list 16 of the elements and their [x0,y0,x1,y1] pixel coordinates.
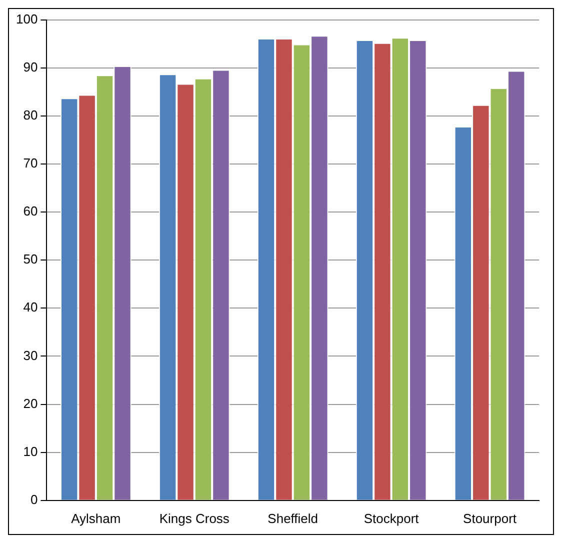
x-tick-label: Kings Cross [159,510,230,526]
x-tick-label: Stockport [364,510,420,526]
y-tick-label: 90 [23,59,38,74]
y-tick-label: 20 [23,396,38,411]
x-tick-label: Stourport [463,510,517,526]
y-tick-label: 30 [23,348,38,363]
y-tick-label: 40 [23,300,38,315]
y-tick-label: 100 [16,11,38,26]
x-tick-label: Sheffield [268,510,318,526]
y-tick-label: 0 [30,492,38,507]
x-tick-label: Aylsham [71,510,121,526]
y-tick-label: 50 [23,252,38,267]
y-tick-label: 10 [23,444,38,459]
y-tick-label: 60 [23,204,38,219]
y-tick-label: 80 [23,108,38,122]
y-tick-label: 70 [23,156,38,171]
